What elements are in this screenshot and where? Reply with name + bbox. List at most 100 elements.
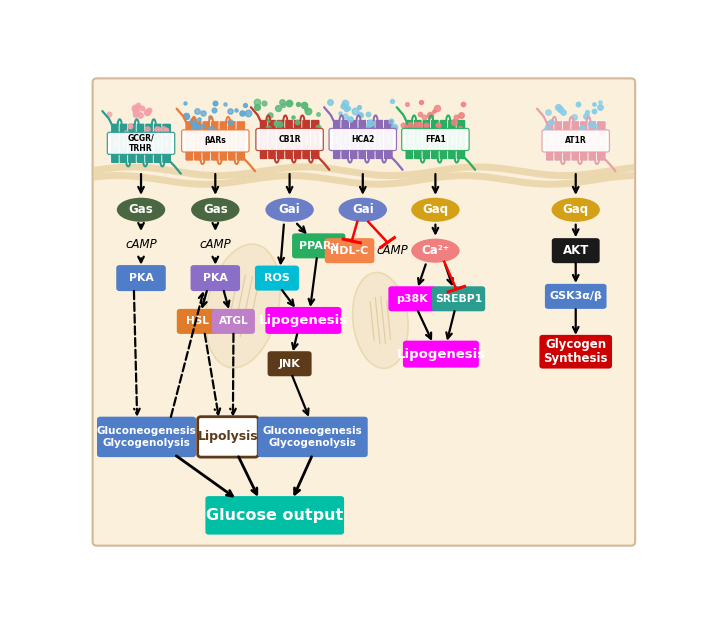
Text: AKT: AKT: [562, 244, 589, 257]
FancyBboxPatch shape: [358, 119, 368, 160]
FancyBboxPatch shape: [329, 128, 396, 151]
Text: GCGR/
TRHR: GCGR/ TRHR: [128, 134, 154, 152]
FancyBboxPatch shape: [542, 130, 609, 152]
Ellipse shape: [148, 138, 151, 149]
FancyBboxPatch shape: [457, 119, 466, 160]
Text: ROS: ROS: [264, 273, 290, 283]
FancyBboxPatch shape: [405, 119, 415, 160]
Ellipse shape: [165, 138, 168, 149]
Text: Ca²⁺: Ca²⁺: [422, 244, 449, 257]
Text: PKA: PKA: [203, 273, 228, 283]
FancyBboxPatch shape: [413, 119, 423, 160]
Ellipse shape: [239, 135, 243, 146]
FancyBboxPatch shape: [562, 121, 572, 161]
Text: Gluconeogenesis
Glycogenolysis: Gluconeogenesis Glycogenolysis: [263, 426, 363, 448]
FancyBboxPatch shape: [545, 121, 555, 161]
Ellipse shape: [156, 138, 160, 149]
FancyBboxPatch shape: [366, 119, 376, 160]
FancyBboxPatch shape: [190, 265, 240, 291]
Ellipse shape: [288, 134, 291, 145]
Ellipse shape: [139, 138, 143, 149]
FancyBboxPatch shape: [266, 307, 342, 334]
Ellipse shape: [417, 134, 420, 145]
Ellipse shape: [114, 138, 117, 149]
Text: Glycogen
Synthesis: Glycogen Synthesis: [543, 338, 608, 365]
Text: PKA: PKA: [129, 273, 153, 283]
Ellipse shape: [117, 198, 165, 222]
Text: CB1R: CB1R: [278, 135, 301, 144]
FancyBboxPatch shape: [136, 123, 146, 164]
Text: Lipogenesis: Lipogenesis: [258, 314, 348, 327]
FancyBboxPatch shape: [545, 284, 606, 309]
FancyBboxPatch shape: [97, 417, 196, 457]
Ellipse shape: [549, 135, 552, 146]
FancyBboxPatch shape: [332, 119, 342, 160]
Ellipse shape: [297, 134, 300, 145]
FancyBboxPatch shape: [202, 121, 212, 161]
FancyBboxPatch shape: [588, 121, 598, 161]
Ellipse shape: [408, 134, 412, 145]
FancyBboxPatch shape: [554, 121, 564, 161]
Ellipse shape: [205, 244, 280, 368]
Ellipse shape: [314, 134, 317, 145]
Text: Gluconeogenesis
Glycogenolysis: Gluconeogenesis Glycogenolysis: [97, 426, 197, 448]
Text: ATGL: ATGL: [219, 316, 248, 326]
FancyBboxPatch shape: [402, 128, 469, 151]
Ellipse shape: [451, 134, 454, 145]
Ellipse shape: [131, 138, 134, 149]
FancyBboxPatch shape: [310, 119, 320, 160]
Text: SREBP1: SREBP1: [435, 294, 482, 304]
Ellipse shape: [191, 198, 239, 222]
FancyBboxPatch shape: [185, 121, 195, 161]
Text: GSK3α/β: GSK3α/β: [550, 291, 602, 301]
Ellipse shape: [434, 134, 437, 145]
Ellipse shape: [591, 135, 594, 146]
Text: Gaq: Gaq: [422, 203, 449, 216]
Ellipse shape: [583, 135, 586, 146]
FancyBboxPatch shape: [285, 119, 295, 160]
Ellipse shape: [370, 134, 373, 145]
Ellipse shape: [339, 198, 387, 222]
Ellipse shape: [574, 135, 577, 146]
FancyBboxPatch shape: [268, 351, 312, 376]
Text: Gai: Gai: [352, 203, 373, 216]
Ellipse shape: [353, 134, 356, 145]
Ellipse shape: [344, 134, 347, 145]
FancyBboxPatch shape: [439, 119, 449, 160]
Text: HSL: HSL: [186, 316, 209, 326]
FancyBboxPatch shape: [116, 265, 166, 291]
Ellipse shape: [600, 135, 603, 146]
FancyBboxPatch shape: [177, 309, 217, 334]
FancyBboxPatch shape: [205, 496, 344, 534]
FancyBboxPatch shape: [596, 121, 606, 161]
FancyBboxPatch shape: [111, 123, 120, 164]
FancyBboxPatch shape: [212, 309, 255, 334]
FancyBboxPatch shape: [276, 119, 286, 160]
FancyBboxPatch shape: [552, 238, 600, 263]
FancyBboxPatch shape: [388, 286, 436, 311]
Ellipse shape: [353, 272, 408, 368]
FancyBboxPatch shape: [403, 341, 479, 367]
FancyBboxPatch shape: [293, 119, 303, 160]
Text: HDL-C: HDL-C: [330, 246, 368, 256]
Ellipse shape: [411, 198, 459, 222]
Ellipse shape: [425, 134, 429, 145]
Ellipse shape: [361, 134, 364, 145]
FancyBboxPatch shape: [259, 119, 269, 160]
FancyBboxPatch shape: [256, 128, 323, 151]
FancyBboxPatch shape: [219, 121, 229, 161]
FancyBboxPatch shape: [341, 119, 351, 160]
Ellipse shape: [188, 135, 192, 146]
Ellipse shape: [222, 135, 226, 146]
Ellipse shape: [411, 239, 459, 262]
Ellipse shape: [305, 134, 308, 145]
Ellipse shape: [231, 135, 234, 146]
FancyBboxPatch shape: [107, 132, 175, 154]
Text: Gai: Gai: [279, 203, 300, 216]
Text: p38K: p38K: [396, 294, 428, 304]
Ellipse shape: [214, 135, 217, 146]
FancyBboxPatch shape: [430, 119, 440, 160]
Text: cAMP: cAMP: [376, 244, 408, 257]
FancyBboxPatch shape: [302, 119, 312, 160]
Ellipse shape: [271, 134, 274, 145]
